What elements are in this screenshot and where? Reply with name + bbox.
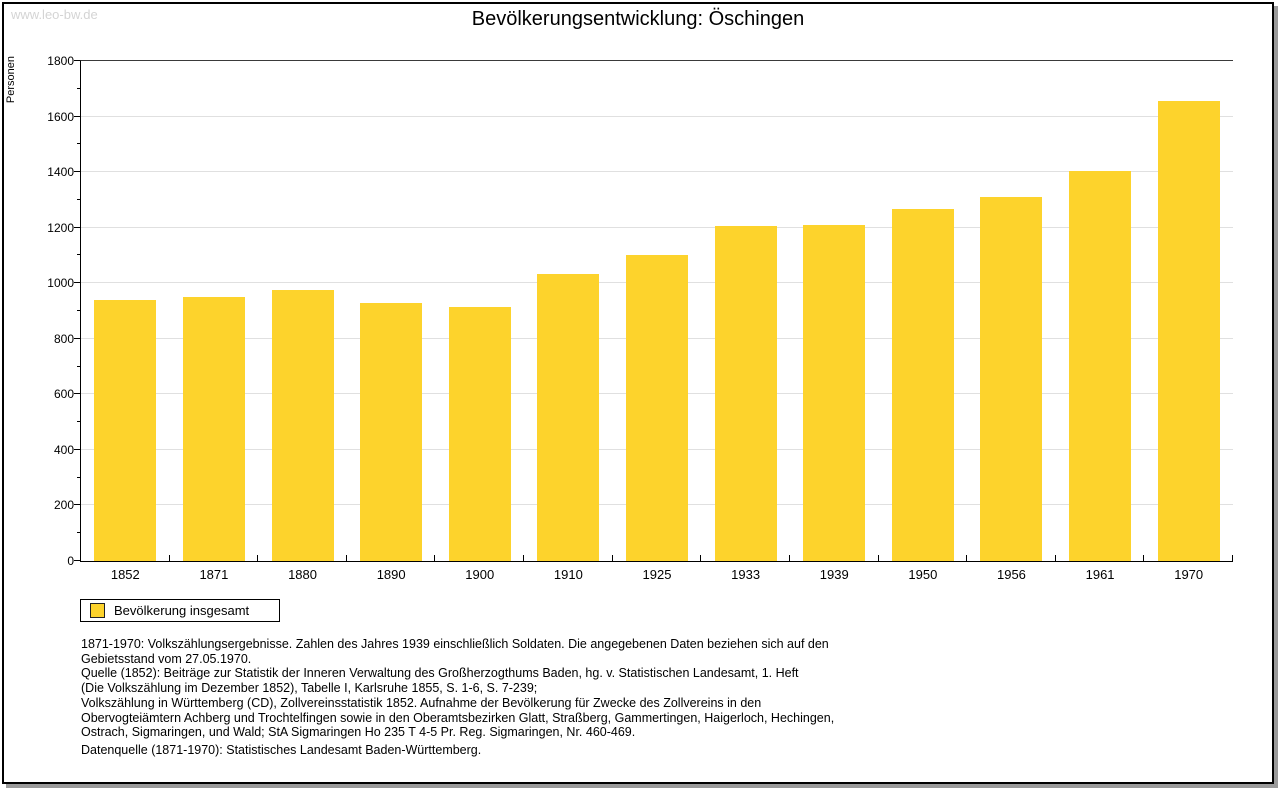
footnote-line: 1871-1970: Volkszählungsergebnisse. Zahl… (81, 637, 829, 651)
y-axis-minor-tick (77, 254, 80, 256)
x-tick-label: 1910 (553, 567, 583, 582)
y-axis-major-tick (74, 337, 80, 339)
y-axis-minor-tick (77, 198, 80, 200)
y-tick-label: 1800 (47, 54, 74, 68)
gridline (81, 115, 1233, 117)
legend-box: Bevölkerung insgesamt (80, 599, 280, 622)
bar-1961 (1069, 170, 1132, 561)
y-tick-label: 400 (53, 442, 74, 457)
x-tick-label: 1871 (199, 567, 229, 582)
x-axis-tick (168, 555, 170, 561)
x-axis-tick (434, 555, 436, 561)
bar-1925 (626, 255, 688, 561)
y-tick-label: 800 (53, 331, 74, 346)
x-tick-label: 1970 (1174, 567, 1204, 582)
y-tick-label: 200 (53, 498, 74, 513)
y-tick-label: 1000 (47, 276, 74, 291)
x-tick-label: 1933 (731, 567, 761, 582)
footnote-line: (Die Volkszählung im Dezember 1852), Tab… (81, 681, 538, 696)
y-tick-label: 0 (67, 554, 74, 568)
bar-1970 (1157, 101, 1220, 561)
y-axis-minor-tick (77, 310, 80, 311)
x-axis-tick (1232, 555, 1233, 561)
x-tick-label: 1880 (288, 567, 317, 582)
bar-1933 (714, 226, 777, 561)
footnotes: 1871-1970: Volkszählungsergebnisse. Zahl… (81, 637, 834, 740)
y-axis-major-tick (74, 504, 80, 506)
gridline (81, 171, 1233, 173)
y-axis-minor-tick (77, 143, 80, 145)
footnote-line: Obervogteiämtern Achberg und Trochtelfin… (81, 710, 835, 725)
x-tick-label: 1925 (642, 567, 672, 582)
y-axis-label: Personen (5, 56, 17, 104)
x-tick-label: 1852 (110, 567, 140, 582)
bar-1910 (537, 273, 600, 561)
watermark: www.leo-bw.de (11, 7, 98, 22)
datasource-line: Datenquelle (1871-1970): Statistisches L… (81, 743, 482, 757)
y-axis-minor-tick (77, 532, 80, 534)
legend-label: Bevölkerung insgesamt (114, 603, 250, 618)
x-axis-tick (345, 555, 347, 561)
x-axis-tick (700, 555, 702, 561)
y-tick-label: 1400 (47, 165, 74, 180)
y-axis-minor-tick (77, 476, 80, 478)
x-tick-label: 1890 (376, 567, 406, 582)
bar-1880 (271, 290, 334, 561)
x-axis-tick (611, 555, 613, 561)
footnote-line: Quelle (1852): Beiträge zur Statistik de… (81, 666, 799, 681)
x-tick-label: 1950 (908, 567, 938, 582)
y-axis-minor-tick (77, 421, 80, 423)
x-axis-tick (1054, 555, 1056, 561)
footnote-line: Volkszählung in Württemberg (CD), Zollve… (81, 695, 762, 710)
bar-1871 (182, 296, 245, 561)
y-axis-major-tick (74, 60, 80, 61)
y-axis-major-tick (74, 171, 80, 173)
y-axis-major-tick (74, 226, 80, 228)
x-axis-tick (257, 555, 259, 561)
x-axis-tick (966, 555, 968, 561)
legend-swatch (90, 603, 105, 618)
y-axis-major-tick (74, 560, 80, 561)
x-tick-label: 1939 (819, 567, 849, 582)
bar-1900 (448, 306, 511, 561)
x-axis-tick (877, 555, 879, 561)
y-tick-label: 600 (53, 387, 74, 402)
y-axis-minor-tick (77, 365, 80, 367)
y-axis-major-tick (74, 393, 80, 395)
chart-title: Bevölkerungsentwicklung: Öschingen (471, 8, 805, 30)
footnote-line: Ostrach, Sigmaringen, und Wald; StA Sigm… (81, 725, 636, 740)
bar-1956 (980, 197, 1043, 561)
footnote-line: Gebietsstand vom 27.05.1970. (81, 651, 252, 666)
plot-area: 0 200 400 600 800 1000 1200 1400 1600 1800 1852 187… (47, 54, 1233, 582)
gridline (81, 226, 1233, 228)
x-axis-tick (1143, 555, 1145, 561)
x-axis-tick (523, 555, 525, 561)
bar-1939 (803, 224, 866, 561)
x-tick-label: 1956 (996, 567, 1026, 582)
x-tick-label: 1961 (1085, 567, 1115, 582)
bar-1890 (360, 303, 423, 561)
bar-1950 (891, 209, 954, 561)
bar-1852 (94, 300, 157, 561)
y-axis-major-tick (74, 282, 80, 284)
y-axis-minor-tick (77, 87, 80, 89)
x-axis-tick (788, 555, 790, 561)
y-axis-major-tick (74, 115, 80, 117)
y-tick-label: 1600 (47, 109, 74, 124)
y-axis-major-tick (74, 448, 80, 450)
x-tick-label: 1900 (465, 567, 495, 582)
y-tick-label: 1200 (47, 220, 74, 235)
